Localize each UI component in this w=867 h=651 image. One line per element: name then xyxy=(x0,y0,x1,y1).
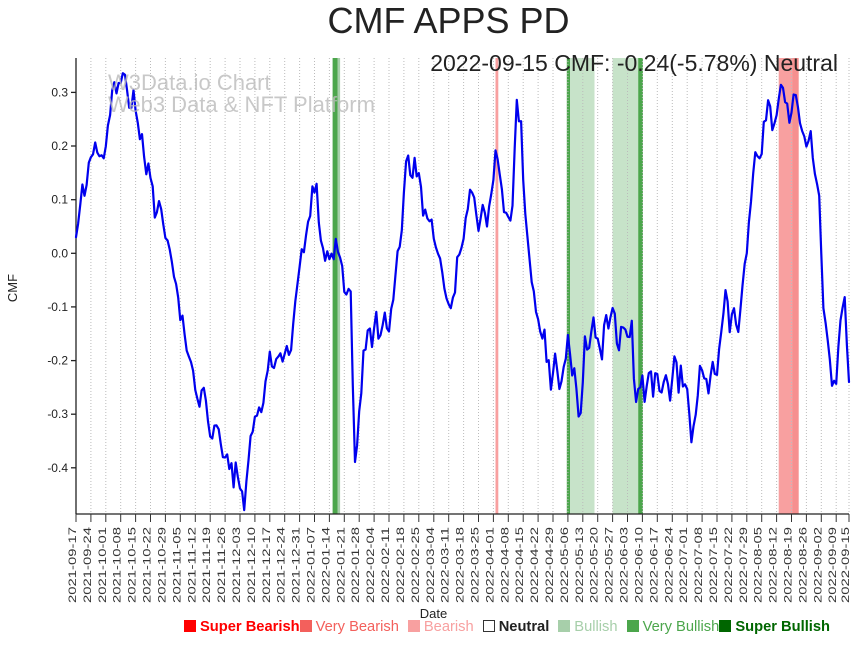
svg-text:2022-07-01: 2022-07-01 xyxy=(678,527,690,603)
svg-text:-0.2: -0.2 xyxy=(47,354,68,368)
svg-text:2022-04-01: 2022-04-01 xyxy=(484,527,496,603)
svg-text:0.0: 0.0 xyxy=(51,246,68,260)
svg-text:2021-10-22: 2021-10-22 xyxy=(142,527,154,603)
svg-text:-0.3: -0.3 xyxy=(47,407,68,421)
svg-text:2021-10-15: 2021-10-15 xyxy=(127,527,139,603)
svg-text:0.2: 0.2 xyxy=(51,139,68,153)
svg-text:2022-05-13: 2022-05-13 xyxy=(574,527,586,603)
svg-text:2021-10-08: 2021-10-08 xyxy=(112,527,124,603)
svg-text:2022-02-04: 2022-02-04 xyxy=(365,527,377,603)
svg-text:2022-01-07: 2022-01-07 xyxy=(306,527,318,603)
svg-text:2022-09-15: 2022-09-15 xyxy=(840,527,852,603)
svg-text:2021-12-31: 2021-12-31 xyxy=(291,527,303,603)
svg-text:0.3: 0.3 xyxy=(51,85,68,99)
svg-text:2022-02-18: 2022-02-18 xyxy=(395,527,407,603)
svg-text:Web3 Data & NFT Platform: Web3 Data & NFT Platform xyxy=(108,92,375,117)
svg-text:2021-12-17: 2021-12-17 xyxy=(261,527,273,603)
svg-text:2022-02-11: 2022-02-11 xyxy=(380,527,392,603)
svg-text:2022-06-24: 2022-06-24 xyxy=(663,527,675,603)
svg-text:2021-11-12: 2021-11-12 xyxy=(186,527,198,603)
svg-text:2021-10-01: 2021-10-01 xyxy=(97,527,109,603)
svg-text:2022-01-21: 2022-01-21 xyxy=(335,527,347,603)
svg-text:2022-03-11: 2022-03-11 xyxy=(440,527,452,603)
svg-text:2022-02-25: 2022-02-25 xyxy=(410,527,422,603)
svg-text:0.1: 0.1 xyxy=(51,193,68,207)
svg-text:2022-05-27: 2022-05-27 xyxy=(604,527,616,603)
svg-text:2022-07-22: 2022-07-22 xyxy=(723,527,735,603)
svg-text:2022-08-26: 2022-08-26 xyxy=(797,527,809,603)
svg-text:-0.4: -0.4 xyxy=(47,461,68,475)
svg-text:2022-07-08: 2022-07-08 xyxy=(693,527,705,603)
svg-text:2022-03-18: 2022-03-18 xyxy=(455,527,467,603)
svg-text:2021-11-05: 2021-11-05 xyxy=(171,527,183,603)
svg-text:2022-01-28: 2022-01-28 xyxy=(350,527,362,603)
svg-text:2021-09-17: 2021-09-17 xyxy=(67,527,79,603)
svg-text:2022-08-19: 2022-08-19 xyxy=(783,527,795,603)
svg-text:2022-03-04: 2022-03-04 xyxy=(425,527,437,603)
svg-text:2021-12-10: 2021-12-10 xyxy=(246,527,258,603)
svg-text:2022-09-15 CMF: -0.24(-5.78%): 2022-09-15 CMF: -0.24(-5.78%) Neutral xyxy=(430,50,838,76)
svg-text:2022-05-20: 2022-05-20 xyxy=(589,527,601,603)
svg-text:2022-04-15: 2022-04-15 xyxy=(514,527,526,603)
svg-text:2022-04-29: 2022-04-29 xyxy=(544,527,556,603)
svg-text:2021-12-03: 2021-12-03 xyxy=(231,527,243,603)
svg-text:2021-10-29: 2021-10-29 xyxy=(156,527,168,603)
svg-text:2022-07-29: 2022-07-29 xyxy=(738,527,750,603)
svg-text:2022-08-12: 2022-08-12 xyxy=(768,527,780,603)
svg-text:2022-07-15: 2022-07-15 xyxy=(708,527,720,603)
svg-text:2021-09-24: 2021-09-24 xyxy=(82,527,94,603)
svg-text:2022-01-14: 2022-01-14 xyxy=(320,527,332,603)
svg-text:2022-06-10: 2022-06-10 xyxy=(633,527,645,603)
svg-text:2022-04-22: 2022-04-22 xyxy=(529,527,541,603)
svg-text:CMF: CMF xyxy=(5,274,20,302)
svg-text:2021-12-24: 2021-12-24 xyxy=(276,527,288,603)
svg-text:2022-06-03: 2022-06-03 xyxy=(619,527,631,603)
svg-text:2022-08-05: 2022-08-05 xyxy=(753,527,765,603)
svg-text:2022-09-02: 2022-09-02 xyxy=(812,527,824,603)
svg-text:2022-06-17: 2022-06-17 xyxy=(648,527,660,603)
svg-text:2022-03-25: 2022-03-25 xyxy=(470,527,482,603)
svg-text:2022-04-08: 2022-04-08 xyxy=(499,527,511,603)
svg-text:2021-11-26: 2021-11-26 xyxy=(216,527,228,603)
svg-text:2022-09-09: 2022-09-09 xyxy=(827,527,839,603)
svg-text:2021-11-19: 2021-11-19 xyxy=(201,527,213,603)
svg-text:-0.1: -0.1 xyxy=(47,300,68,314)
svg-text:2022-05-06: 2022-05-06 xyxy=(559,527,571,603)
